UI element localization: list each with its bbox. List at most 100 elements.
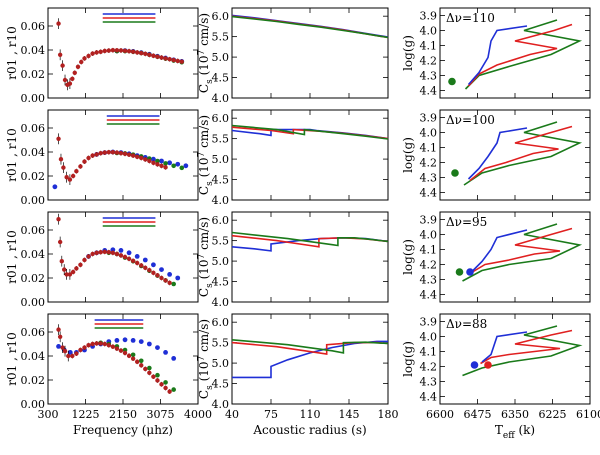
observed-point — [114, 346, 120, 351]
observed-point — [163, 278, 168, 283]
observed-point — [78, 164, 83, 169]
track-line-green — [462, 325, 583, 377]
y-tick-label: 4.1 — [420, 346, 438, 359]
y-tick-label: 4.3 — [420, 376, 438, 389]
sound-speed-line-green — [231, 15, 389, 39]
track-line-blue — [472, 229, 528, 272]
y-tick-label: 5.0 — [212, 255, 230, 268]
delta-nu-label: Δν=95 — [446, 215, 487, 229]
y-tick-label: 6.0 — [212, 112, 230, 125]
observed-point — [175, 58, 180, 64]
observed-point — [94, 250, 99, 255]
y-tick-label: 5.5 — [212, 31, 230, 44]
model-point-green — [179, 165, 185, 171]
observed-point — [126, 256, 132, 261]
model-point-blue — [122, 337, 128, 343]
y-tick-label: 4.0 — [212, 398, 230, 411]
y-axis-label: Cs (107 cm/s) — [197, 13, 215, 93]
model-point-blue — [167, 160, 173, 166]
y-tick-label: 0.04 — [21, 248, 46, 261]
y-tick-label: 4.4 — [420, 85, 438, 98]
model-point-blue — [171, 356, 177, 361]
model-point-blue — [138, 339, 144, 344]
observed-point — [159, 55, 164, 60]
sound-speed-line-green — [231, 339, 389, 354]
y-tick-label: 4.0 — [212, 296, 230, 309]
model-point-blue — [118, 248, 124, 253]
y-tick-label: 4.5 — [212, 378, 230, 391]
track-line-blue — [467, 127, 528, 180]
model-point-green — [138, 358, 144, 364]
observed-point — [147, 52, 152, 57]
y-tick-label: 0.06 — [21, 326, 46, 339]
model-point-blue — [175, 161, 181, 167]
track-endpoint-blue — [466, 268, 474, 276]
model-point-blue — [151, 156, 156, 162]
observed-point — [122, 48, 128, 54]
observed-point — [159, 382, 164, 387]
y-tick-label: 0.00 — [21, 296, 46, 309]
observed-point — [126, 49, 132, 54]
y-axis-label: r01 , r10 — [5, 128, 19, 181]
x-tick-label: 2150 — [109, 408, 137, 421]
delta-nu-label: Δν=110 — [446, 11, 495, 25]
delta-nu-label: Δν=100 — [446, 113, 495, 127]
y-tick-label: 0.02 — [21, 68, 46, 81]
track-line-green — [463, 121, 583, 186]
observed-point — [67, 177, 73, 182]
x-tick-label: 40 — [225, 408, 239, 421]
observed-point — [67, 81, 73, 86]
observed-point — [57, 239, 63, 245]
y-tick-label: 5.0 — [212, 153, 230, 166]
y-tick-label: 0.06 — [21, 122, 46, 135]
track-line-red — [469, 125, 573, 182]
observed-point — [155, 162, 160, 167]
sound-speed-line-green — [231, 124, 389, 140]
y-tick-label: 0.04 — [21, 146, 46, 159]
x-tick-label: 6350 — [501, 408, 529, 421]
observed-point — [78, 347, 83, 353]
observed-point — [130, 153, 136, 158]
model-point-green — [171, 387, 176, 392]
observed-point — [143, 265, 148, 270]
model-point-blue — [56, 344, 61, 349]
y-tick-label: 5.5 — [212, 235, 230, 248]
observed-point — [62, 77, 68, 83]
observed-point — [102, 150, 107, 155]
y-axis-label: log(g) — [401, 35, 415, 71]
model-point-green — [171, 281, 176, 287]
model-point-green — [171, 163, 176, 169]
model-point-blue — [67, 350, 73, 355]
observed-point — [155, 378, 160, 383]
observed-point — [86, 53, 91, 59]
y-tick-label: 4.0 — [420, 229, 438, 242]
panel-soundspeed-row-2: 4.0 4.5 5.0 5.5 6.0Cs (107 cm/s) — [197, 109, 389, 207]
model-point-blue — [159, 158, 164, 164]
x-tick-label: 180 — [378, 408, 399, 421]
x-tick-label: 1225 — [72, 408, 100, 421]
observed-point — [167, 57, 172, 62]
observed-point — [134, 260, 140, 266]
track-line-green — [462, 223, 583, 282]
observed-point — [171, 57, 176, 63]
observed-point — [114, 150, 120, 155]
sound-speed-line-blue — [231, 236, 389, 252]
observed-point — [139, 263, 144, 268]
model-point-green — [163, 161, 168, 166]
y-tick-label: 0.04 — [21, 44, 46, 57]
observed-point — [56, 217, 61, 222]
observed-point — [102, 48, 107, 54]
observed-point — [106, 250, 112, 255]
observed-point — [130, 49, 136, 54]
y-tick-label: 5.0 — [212, 357, 230, 370]
plot-frame — [231, 109, 389, 201]
observed-point — [98, 250, 103, 255]
x-tick-label: 110 — [300, 408, 321, 421]
observed-point — [147, 158, 152, 164]
observed-point — [126, 353, 132, 358]
x-tick-label: 6475 — [464, 408, 492, 421]
track-line-red — [469, 227, 573, 275]
track-line-red — [480, 329, 573, 365]
observed-point — [102, 341, 107, 347]
y-tick-label: 4.1 — [420, 40, 438, 53]
